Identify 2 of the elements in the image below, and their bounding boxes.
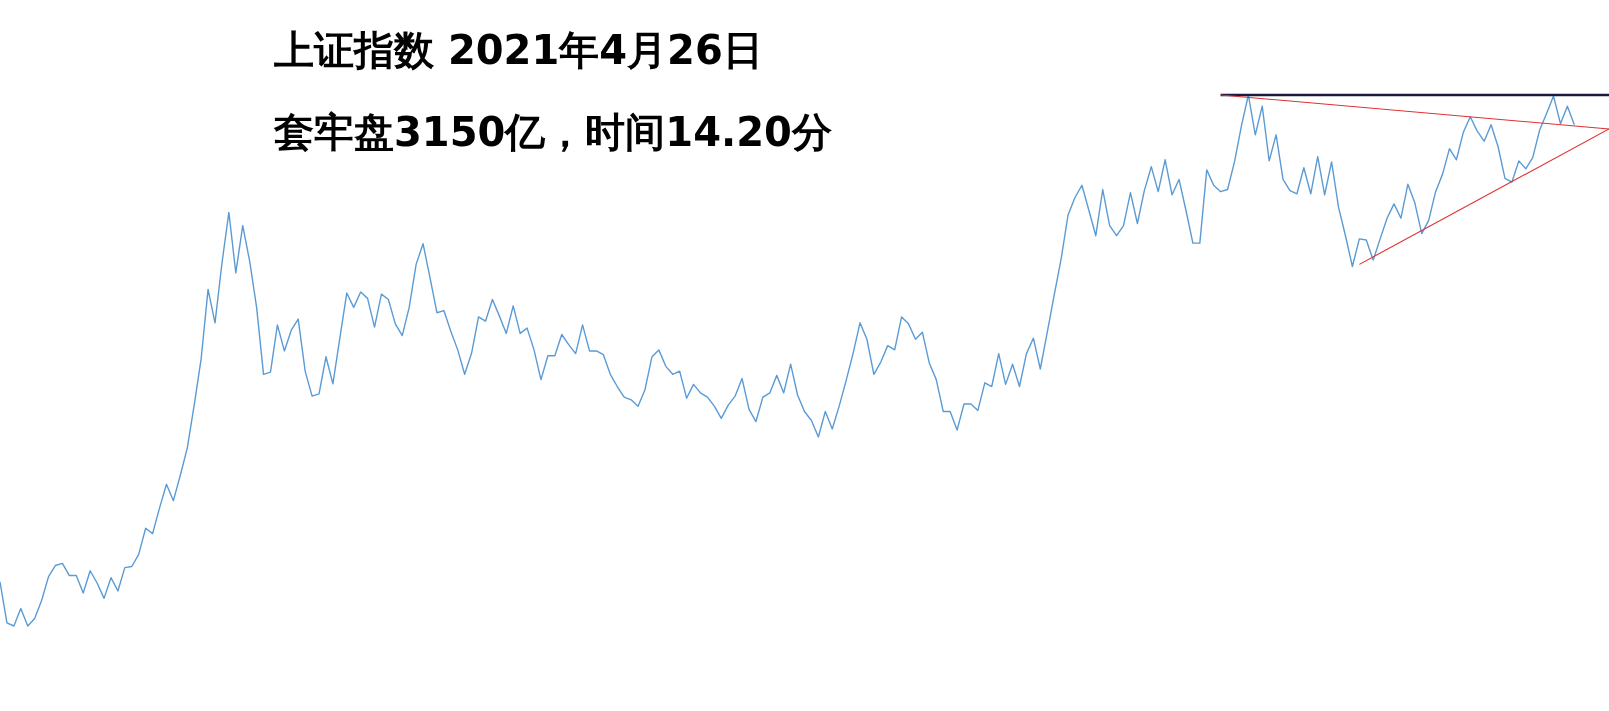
chart-title: 上证指数 2021年4月26日 xyxy=(274,27,763,73)
chart-subtitle: 套牢盘3150亿，时间14.20分 xyxy=(273,109,832,155)
